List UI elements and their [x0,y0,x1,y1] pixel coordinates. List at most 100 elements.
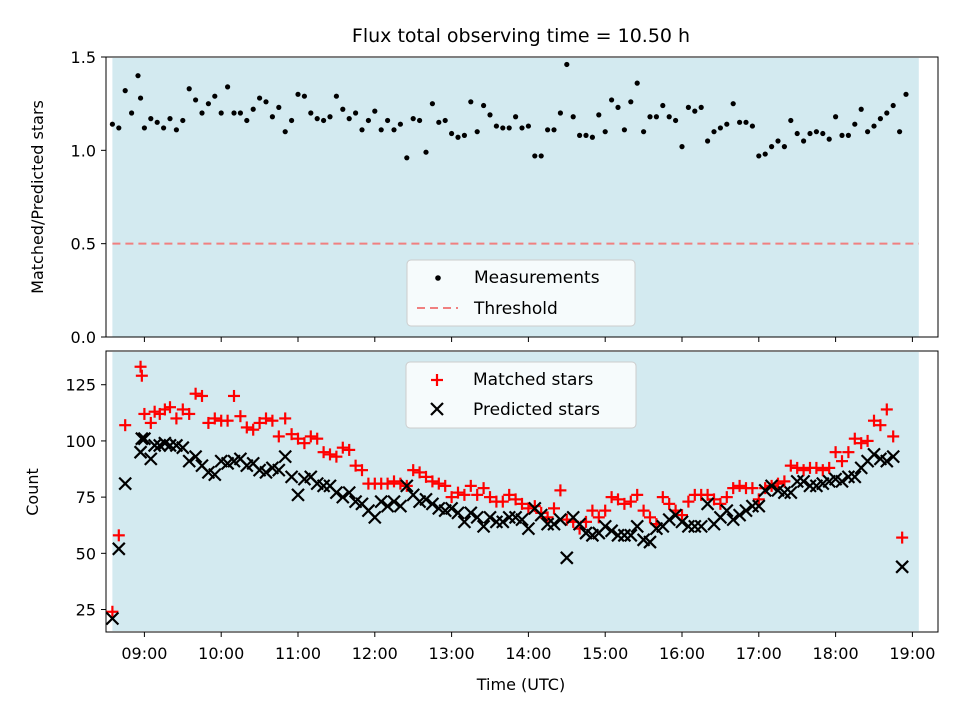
predicted-star-point [259,465,273,480]
x-tick-label: 10:00 [198,644,244,663]
measurement-point [545,127,551,133]
measurement-point [596,112,602,118]
matched-star-point [247,423,260,436]
measurement-point [365,117,371,124]
measurement-point [890,102,896,109]
predicted-star-point [796,474,811,489]
measurement-point [186,86,192,92]
predicted-star-point [393,499,408,513]
matched-star-point [880,403,893,416]
measurement-point [679,144,685,150]
measurement-point [410,116,416,122]
matched-star-point [624,495,637,508]
measurement-point [122,88,128,94]
matched-star-point [516,497,528,510]
measurement-point [250,106,256,112]
measurement-point [845,132,852,138]
predicted-star-point [342,485,356,500]
measurement-point [346,116,352,122]
measurement-point [781,144,788,150]
matched-star-point [612,493,624,506]
predicted-star-point [470,510,484,525]
predicted-star-point [105,611,120,626]
y-tick-label: 125 [65,376,96,395]
predicted-star-point [112,542,126,556]
measurement-point [820,130,826,137]
measurement-point [525,123,532,129]
predicted-star-point [694,519,708,534]
measurement-point [199,110,205,116]
matched-star-point [810,461,823,474]
matched-star-point [701,488,714,501]
measurement-point [634,80,640,86]
measurement-point [109,121,115,127]
measurement-point [506,125,512,131]
matched-star-point [134,360,147,373]
measurement-point [137,95,144,101]
measurement-point [321,117,327,124]
predicted-star-point [752,499,766,513]
x-tick-label: 16:00 [659,644,705,663]
predicted-star-point [675,515,689,529]
measurement-point [500,125,506,131]
measurement-point [481,102,487,109]
matched-star-point [727,482,740,495]
measurement-point [897,129,903,135]
predicted-star-point [147,438,162,453]
matched-star-point [848,432,861,445]
predicted-star-point [611,528,625,543]
matched-star-point [618,497,631,510]
measurement-point [225,84,231,90]
x-tick-label: 14:00 [505,644,551,663]
top-legend: Measurements Threshold [406,259,636,327]
matched-star-point [349,459,362,472]
measurement-point [858,106,864,112]
top-legend-box [406,259,636,327]
matched-star-point [784,459,797,472]
measurement-point [647,114,653,120]
measurement-point [314,116,320,122]
measurement-point [391,127,397,133]
matched-star-point [420,470,432,483]
measurement-point [487,112,493,118]
top-y-axis-label: Matched/Predicted stars [28,100,47,294]
matched-star-point [445,491,458,504]
measurement-point [532,153,538,159]
measurement-point [455,134,461,140]
predicted-star-point [790,474,804,489]
predicted-star-point [598,519,612,534]
predicted-star-point [176,440,190,455]
predicted-star-point [630,519,644,534]
matched-star-point [874,419,887,432]
x-tick-label: 09:00 [121,644,167,663]
predicted-star-point [534,508,548,522]
matched-star-point [823,461,836,474]
measurement-point [135,73,141,79]
matched-star-point [548,502,560,515]
measurement-point [609,97,615,103]
matched-star-point [522,502,535,515]
measurement-point [129,110,135,116]
measurement-point [154,119,160,125]
matched-star-point [202,416,215,429]
matched-star-point [682,495,695,508]
measurement-point [794,130,800,137]
predicted-star-point [777,485,792,500]
matched-star-point [106,605,119,618]
measurement-point [801,138,807,144]
measurement-point [737,119,743,125]
matched-star-point [791,461,804,474]
measurement-point [282,129,288,135]
bottom-panel-frame [105,350,939,633]
top-panel: 0.0 0.5 1.0 1.5 Matched/Predicted stars Mea… [28,48,939,347]
measurement-point [717,125,724,131]
predicted-star-point [496,515,510,529]
measurement-point [212,93,218,99]
matched-star-point [458,488,471,501]
measurement-point [564,61,570,68]
measurement-point [461,132,467,138]
bottom-legend-box [405,361,637,429]
matched-star-point [279,412,292,425]
predicted-star-point [451,506,465,520]
measurement-point [826,136,832,142]
